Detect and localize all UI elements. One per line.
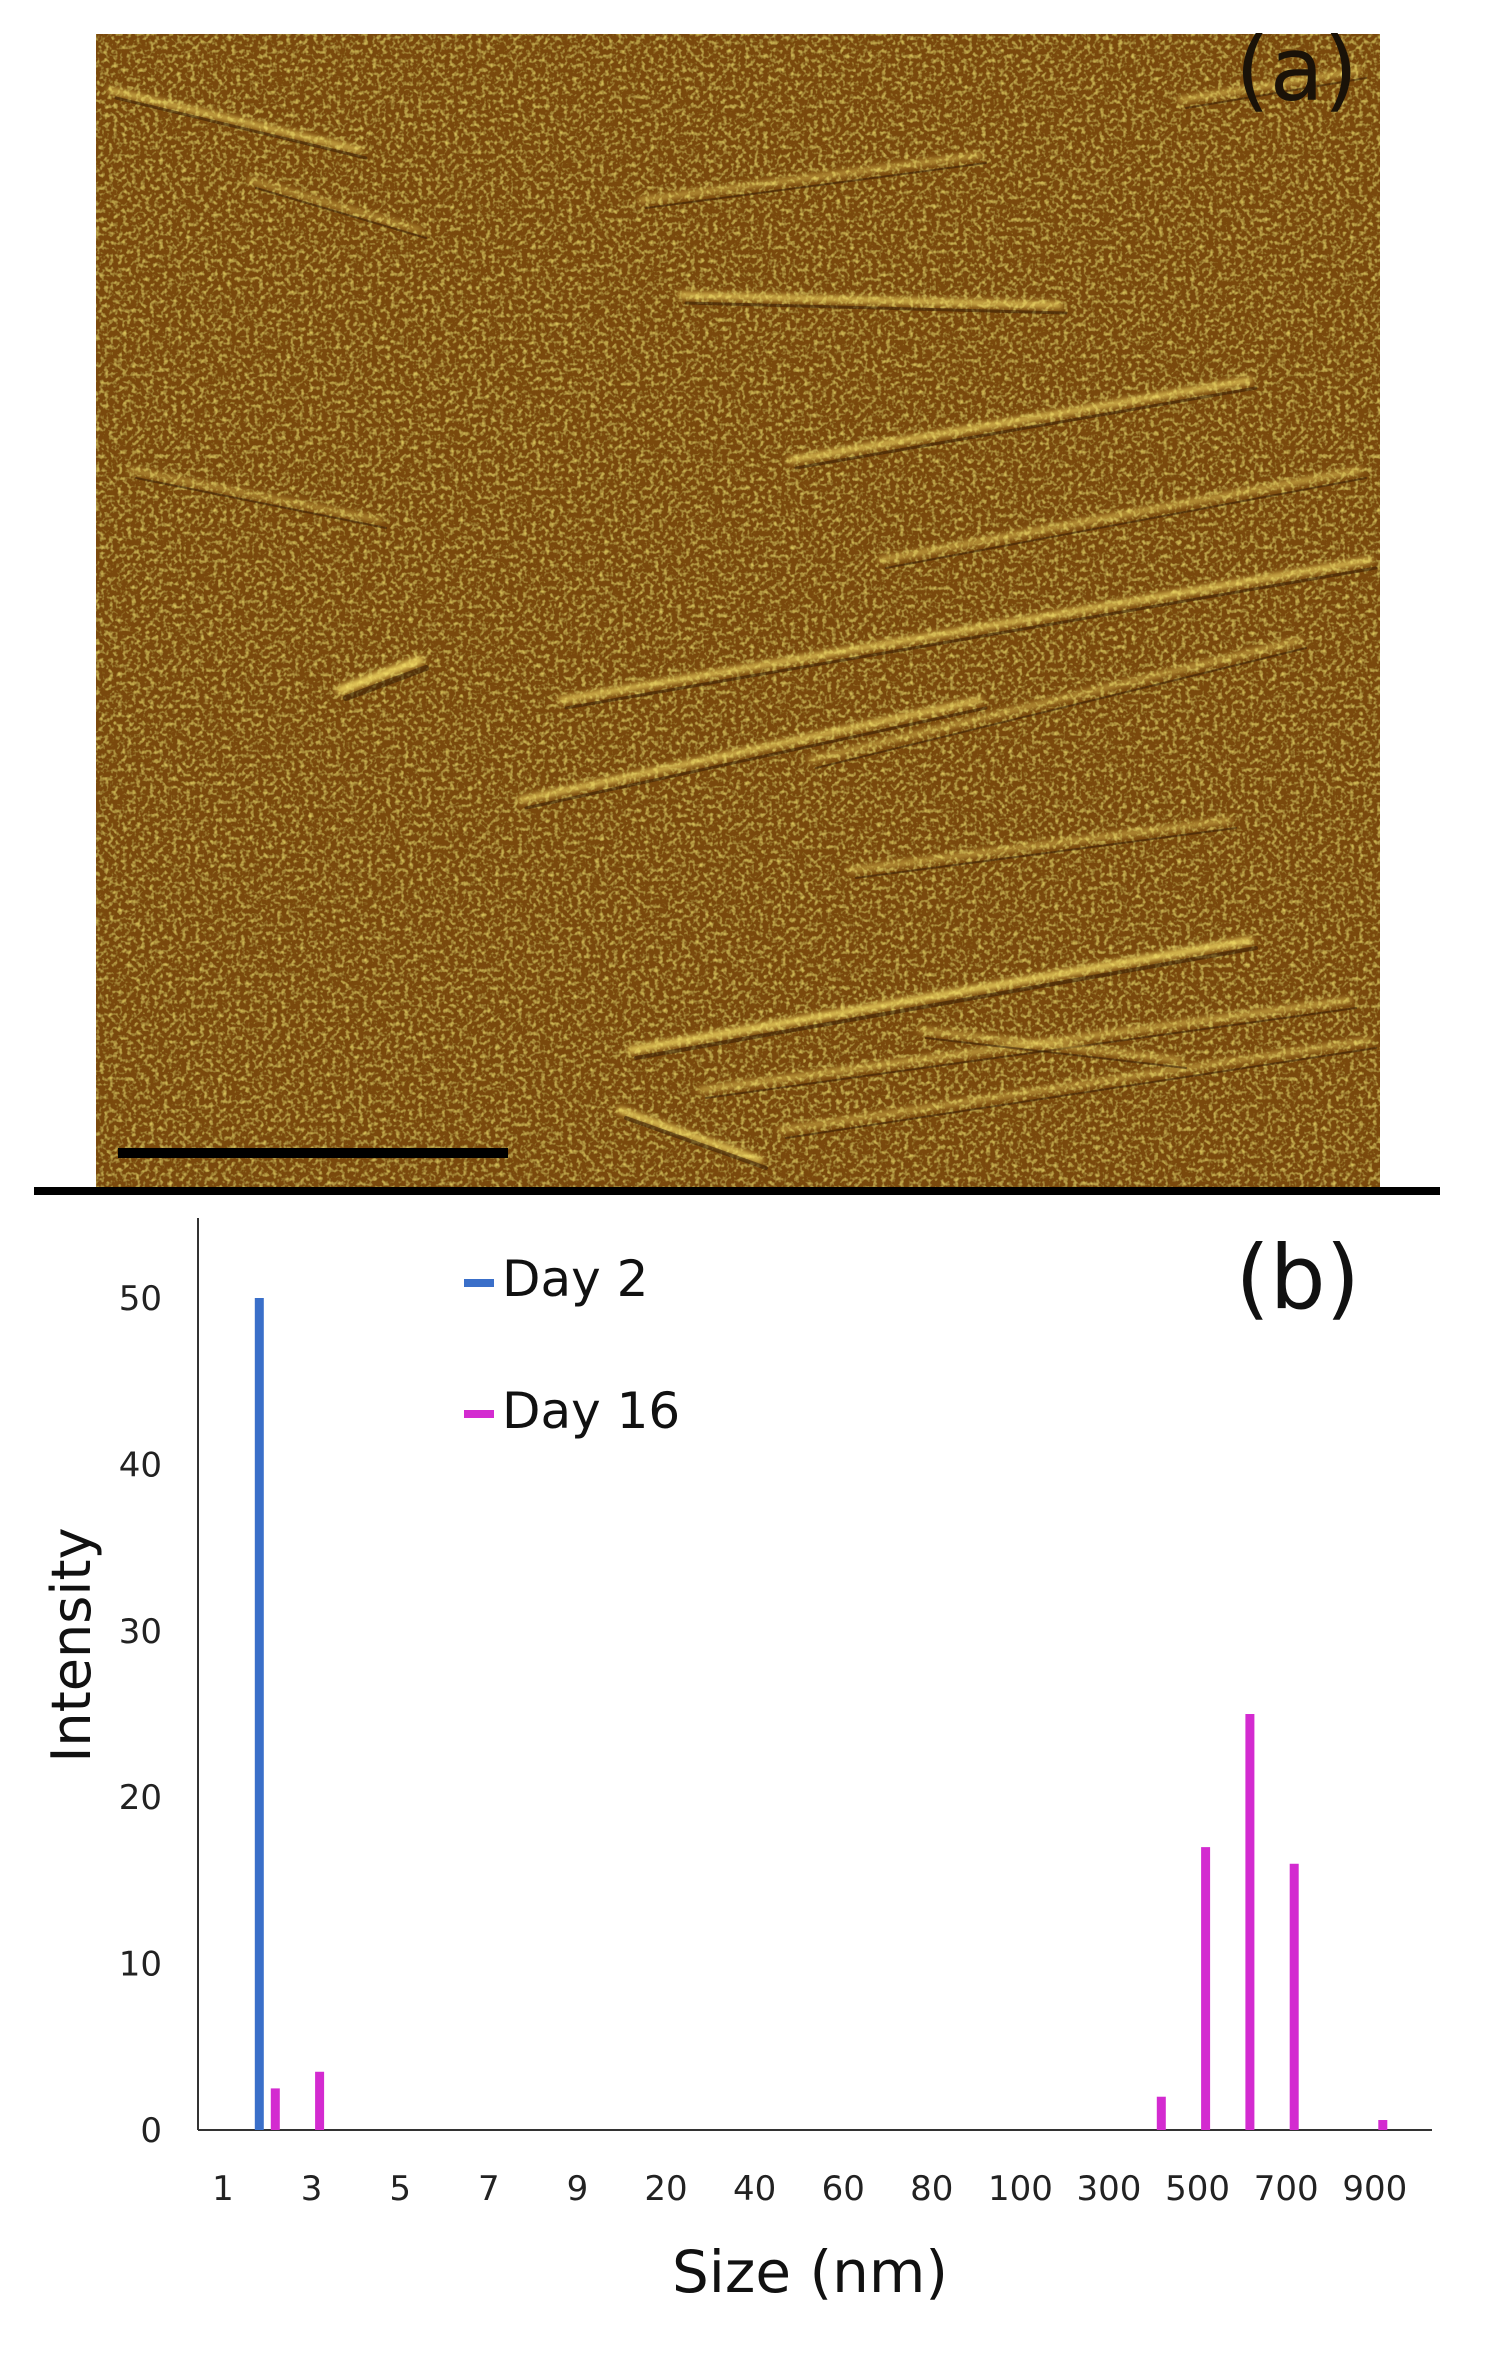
x-tick-label: 900 — [1342, 2169, 1407, 2209]
bar-day-16 — [1245, 1714, 1255, 2130]
fibril-streak — [778, 1038, 1372, 1132]
bar-day-16 — [1201, 1847, 1211, 2130]
fibril-streak — [878, 468, 1362, 562]
panel-b-label: (b) — [1235, 1226, 1360, 1329]
fibril-streak — [557, 557, 1373, 703]
fibril-shadow — [135, 477, 387, 529]
fibril-streak — [848, 818, 1232, 872]
x-tick-label: 60 — [822, 2169, 865, 2209]
fibril-streaks — [107, 68, 1378, 1170]
y-tick-label: 0 — [140, 2111, 162, 2151]
x-tick-labels: 1 3 5 7 9 20 40 60 80 100 300 500 700 900 — [212, 2169, 1407, 2209]
panel-a-label: (a) — [1235, 18, 1358, 121]
afm-image-panel: (a) — [96, 18, 1380, 1194]
fibril-streak — [336, 656, 424, 694]
x-tick-label: 40 — [733, 2169, 776, 2209]
x-tick-label: 500 — [1165, 2169, 1230, 2209]
fibril-streak — [617, 1107, 763, 1163]
fibril-streak — [808, 638, 1302, 762]
fibril-streak — [627, 937, 1253, 1053]
x-tick-label: 300 — [1077, 2169, 1142, 2209]
fibril-streak — [677, 292, 1063, 308]
x-tick-label: 80 — [910, 2169, 953, 2209]
x-tick-label: 7 — [478, 2169, 500, 2209]
legend-label-day2: Day 2 — [502, 1250, 648, 1308]
bar-day-16 — [1378, 2120, 1388, 2130]
bar-day-16 — [270, 2088, 280, 2130]
legend-label-day16: Day 16 — [502, 1382, 680, 1440]
bars — [254, 1298, 1388, 2130]
legend-swatch-day2 — [464, 1279, 494, 1287]
y-tick-label: 40 — [119, 1445, 162, 1485]
fibril-shadow — [1185, 77, 1367, 109]
x-tick-label: 100 — [988, 2169, 1053, 2209]
fibril-streak — [128, 468, 382, 522]
y-axis-label: Intensity — [40, 1527, 103, 1762]
fibril-shadow — [564, 566, 1378, 710]
fibril-streak — [107, 87, 363, 153]
fibril-shadow — [645, 162, 987, 209]
fibril-shadow — [343, 665, 429, 701]
legend-swatch-day16 — [464, 1410, 494, 1418]
bar-day-16 — [1289, 1863, 1299, 2130]
fibril-streak — [787, 377, 1253, 463]
x-tick-label: 5 — [389, 2169, 411, 2209]
legend-item-day16: Day 16 — [464, 1382, 680, 1440]
fibril-shadow — [885, 477, 1367, 569]
fibril-streak — [248, 178, 422, 232]
y-tick-label: 10 — [119, 1945, 162, 1985]
y-tick-label: 20 — [119, 1778, 162, 1818]
y-tick-labels: 0 10 20 30 40 50 — [119, 1279, 162, 2151]
fibril-shadow — [794, 386, 1258, 470]
legend-item-day2: Day 2 — [464, 1250, 648, 1308]
fibril-shadow — [624, 1116, 768, 1170]
fibril-shadow — [634, 946, 1258, 1060]
x-axis-label: Size (nm) — [672, 2238, 948, 2306]
afm-image — [96, 34, 1380, 1194]
fibril-streak — [1178, 68, 1362, 102]
bar-day-16 — [1156, 2096, 1166, 2130]
fibril-shadow — [684, 301, 1068, 315]
x-tick-label: 9 — [567, 2169, 589, 2209]
fibril-shadow — [705, 1007, 1357, 1099]
fibril-streak — [698, 998, 1352, 1092]
fibril-streak — [918, 1028, 1182, 1062]
fibril-streak — [638, 153, 982, 202]
bar-day-2 — [254, 1298, 264, 2130]
legend: Day 2 Day 16 — [464, 1250, 680, 1440]
fibril-shadow — [785, 1047, 1377, 1139]
fibril-shadow — [925, 1037, 1187, 1069]
bar-day-16 — [315, 2071, 325, 2130]
fibril-streak — [517, 697, 983, 803]
fibril-shadow — [524, 706, 988, 810]
x-tick-label: 20 — [644, 2169, 687, 2209]
x-tick-label: 3 — [301, 2169, 323, 2209]
fibril-shadow — [255, 187, 427, 239]
fibril-shadow — [815, 647, 1307, 769]
y-tick-label: 30 — [119, 1612, 162, 1652]
size-distribution-chart: 0 10 20 30 40 50 1 3 5 7 9 20 40 60 80 100 300 500 700 900… — [40, 1218, 1432, 2306]
x-tick-label: 700 — [1254, 2169, 1319, 2209]
x-tick-label: 1 — [212, 2169, 234, 2209]
y-tick-label: 50 — [119, 1279, 162, 1319]
fibril-shadow — [855, 827, 1237, 879]
fibril-shadow — [114, 96, 368, 160]
